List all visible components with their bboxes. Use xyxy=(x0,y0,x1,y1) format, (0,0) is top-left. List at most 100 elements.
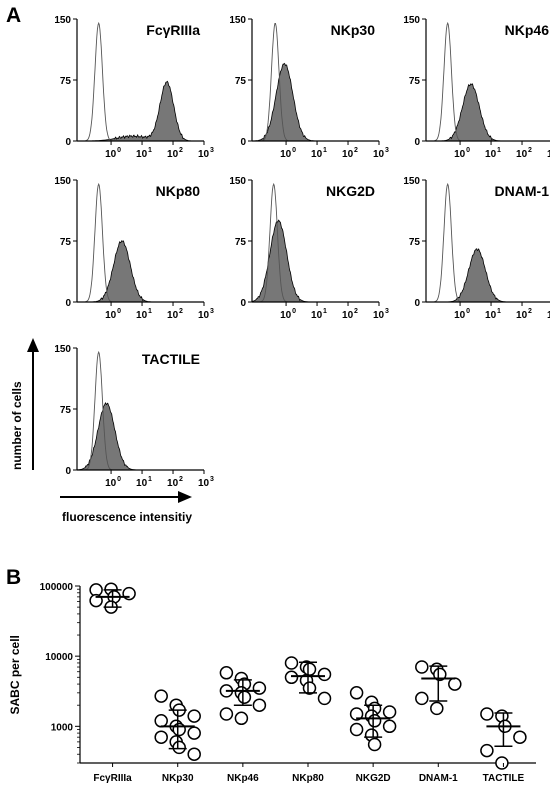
data-point xyxy=(480,743,494,758)
data-point xyxy=(367,737,382,752)
x-tick-exponent: 0 xyxy=(292,147,296,154)
category-label: NKp46 xyxy=(227,773,259,784)
data-point xyxy=(172,740,186,755)
x-tick-label: 10 xyxy=(485,149,497,160)
x-tick-exponent: 2 xyxy=(179,147,183,154)
x-tick-exponent: 1 xyxy=(323,308,327,315)
category-label: NKG2D xyxy=(356,773,391,784)
category-label: TACTILE xyxy=(483,773,525,784)
histogram-title: FcγRIIIa xyxy=(146,22,200,38)
y-tick-label: 75 xyxy=(60,76,72,87)
x-tick-label: 10 xyxy=(105,478,117,489)
x-tick-exponent: 0 xyxy=(117,308,121,315)
histogram-title: NKG2D xyxy=(326,183,375,199)
x-tick-label: 10 xyxy=(136,310,148,321)
data-point xyxy=(302,681,317,695)
scatter-y-tick-label: 100000 xyxy=(40,582,74,593)
data-point xyxy=(284,670,299,685)
y-tick-label: 0 xyxy=(240,137,246,148)
stained-histogram xyxy=(426,248,550,303)
y-tick-label: 150 xyxy=(229,176,246,187)
x-tick-exponent: 2 xyxy=(354,308,358,315)
x-tick-label: 10 xyxy=(198,149,210,160)
y-tick-label: 150 xyxy=(403,15,420,26)
y-tick-label: 0 xyxy=(240,298,246,309)
scatter-group-nkg2d: NKG2D xyxy=(349,686,397,784)
data-point xyxy=(513,730,527,744)
stained-histogram xyxy=(251,219,379,303)
x-tick-label: 10 xyxy=(280,149,292,160)
y-tick-label: 150 xyxy=(54,176,71,187)
data-point xyxy=(495,756,509,770)
scatter-group-dnam-1: DNAM-1 xyxy=(415,660,462,784)
panel-b-letter: B xyxy=(6,566,21,589)
scatter-y-tick-label: 10000 xyxy=(45,652,73,663)
data-point xyxy=(219,666,234,680)
stained-histogram xyxy=(426,83,550,142)
scatter-group-nkp80: NKp80 xyxy=(284,656,332,784)
x-tick-exponent: 1 xyxy=(148,476,152,483)
scatter-group-nkp30: NKp30 xyxy=(154,689,201,784)
x-tick-label: 10 xyxy=(342,149,354,160)
x-tick-label: 10 xyxy=(198,478,210,489)
scatter-group-tactile: TACTILE xyxy=(480,707,527,784)
x-tick-exponent: 2 xyxy=(528,147,532,154)
category-label: NKp80 xyxy=(292,773,324,784)
x-tick-label: 10 xyxy=(485,310,497,321)
data-point xyxy=(284,656,299,670)
scatter-y-axis-label: SABC per cell xyxy=(8,635,22,714)
x-tick-label: 10 xyxy=(373,310,385,321)
data-point xyxy=(382,719,397,734)
data-point xyxy=(415,691,429,706)
x-tick-label: 10 xyxy=(105,149,117,160)
data-point xyxy=(237,690,252,704)
x-tick-label: 10 xyxy=(167,149,179,160)
stained-histogram xyxy=(77,240,204,303)
category-label: FcγRIIIa xyxy=(93,773,132,784)
data-point xyxy=(187,709,201,723)
data-point xyxy=(349,722,364,737)
scatter-group-nkp46: NKp46 xyxy=(219,666,267,784)
histogram-title: DNAM-1 xyxy=(495,183,550,199)
y-tick-label: 75 xyxy=(60,237,72,248)
x-tick-label: 10 xyxy=(105,310,117,321)
x-tick-exponent: 2 xyxy=(179,476,183,483)
x-tick-exponent: 0 xyxy=(117,476,121,483)
y-tick-label: 150 xyxy=(403,176,420,187)
data-point xyxy=(349,686,364,700)
x-tick-exponent: 0 xyxy=(292,308,296,315)
histogram-nkp46: 075150100101102103NKp46 xyxy=(403,15,550,160)
x-tick-label: 10 xyxy=(198,310,210,321)
x-tick-label: 10 xyxy=(547,149,550,160)
data-point xyxy=(187,747,201,761)
x-tick-exponent: 3 xyxy=(385,147,389,154)
x-tick-exponent: 1 xyxy=(148,147,152,154)
y-tick-label: 75 xyxy=(235,76,247,87)
scatter-panel: 1000 10000 100000 SABC per cell FcγRIIIa NKp3… xyxy=(8,582,536,784)
data-point xyxy=(415,660,429,674)
data-point xyxy=(219,707,234,721)
x-tick-label: 10 xyxy=(516,310,528,321)
x-tick-exponent: 3 xyxy=(210,476,214,483)
x-tick-exponent: 3 xyxy=(210,308,214,315)
y-tick-label: 75 xyxy=(409,76,421,87)
x-tick-exponent: 1 xyxy=(497,147,501,154)
x-tick-label: 10 xyxy=(136,478,148,489)
data-point xyxy=(382,705,397,719)
x-tick-exponent: 0 xyxy=(466,147,470,154)
y-tick-label: 0 xyxy=(414,298,420,309)
data-point xyxy=(234,711,249,726)
x-tick-exponent: 1 xyxy=(323,147,327,154)
data-point xyxy=(172,722,186,737)
isotype-control-histogram xyxy=(77,21,204,142)
data-point xyxy=(154,689,168,703)
x-tick-exponent: 2 xyxy=(354,147,358,154)
x-tick-exponent: 3 xyxy=(210,147,214,154)
y-tick-label: 75 xyxy=(409,237,421,248)
data-point xyxy=(433,667,447,682)
x-tick-label: 10 xyxy=(373,149,385,160)
